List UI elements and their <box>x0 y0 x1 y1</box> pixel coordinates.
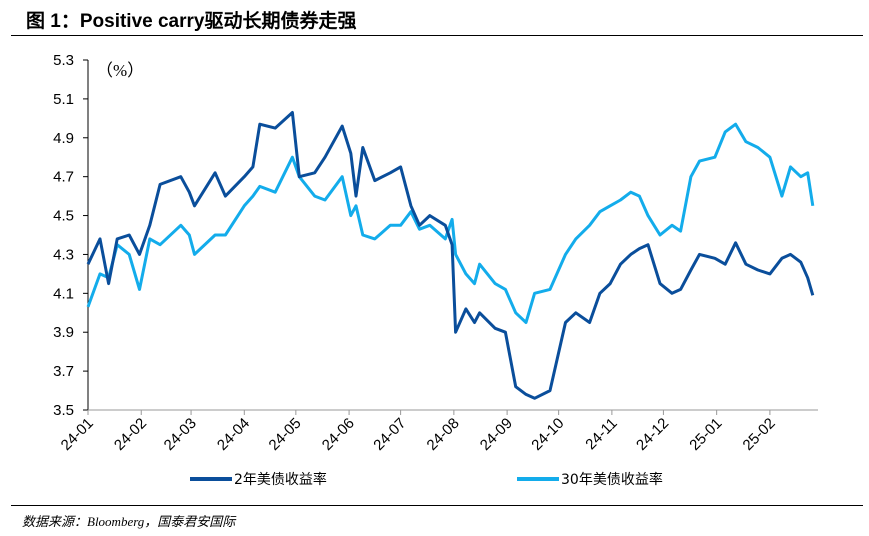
x-tick-label: 24-05 <box>266 415 305 454</box>
legend-label-2y: 2年美债收益率 <box>234 471 327 488</box>
x-tick-label: 24-08 <box>424 415 463 454</box>
y-tick-label: 4.3 <box>53 246 74 263</box>
x-tick-label: 24-10 <box>528 415 567 454</box>
figure-title: 图 1：Positive carry驱动长期债券走强 <box>26 11 357 32</box>
x-tick-label: 24-03 <box>161 415 200 454</box>
x-tick-label: 24-04 <box>214 415 253 454</box>
series-line-2y <box>86 111 815 400</box>
x-tick-label: 25-02 <box>740 415 779 454</box>
y-tick-label: 3.7 <box>53 363 74 380</box>
legend-label-30y: 30年美债收益率 <box>561 471 663 488</box>
x-tick-label: 24-11 <box>582 415 620 453</box>
source-note: 数据来源：Bloomberg，国泰君安国际 <box>22 514 236 529</box>
y-tick-label: 4.7 <box>53 169 74 186</box>
y-tick-label: 4.1 <box>53 285 74 302</box>
x-tick-label: 24-01 <box>58 415 97 454</box>
y-tick-label: 4.9 <box>53 130 74 147</box>
source-divider <box>11 505 863 506</box>
x-tick-label: 24-06 <box>319 415 358 454</box>
x-tick-label: 25-01 <box>686 415 725 454</box>
y-tick-label: 3.5 <box>53 402 74 419</box>
title-divider <box>11 35 863 36</box>
y-tick-label: 5.3 <box>53 52 74 69</box>
x-tick-label: 24-09 <box>477 415 516 454</box>
y-tick-label: 4.5 <box>53 208 74 225</box>
x-tick-label: 24-12 <box>633 415 672 454</box>
y-tick-label: 3.9 <box>53 324 74 341</box>
x-tick-label: 24-07 <box>370 415 409 454</box>
series-line-30y <box>86 122 815 324</box>
x-tick-label: 24-02 <box>111 415 150 454</box>
y-tick-label: 5.1 <box>53 91 74 108</box>
legend: 2年美债收益率 30年美债收益率 <box>190 471 663 488</box>
y-axis-unit: （%） <box>96 61 144 80</box>
